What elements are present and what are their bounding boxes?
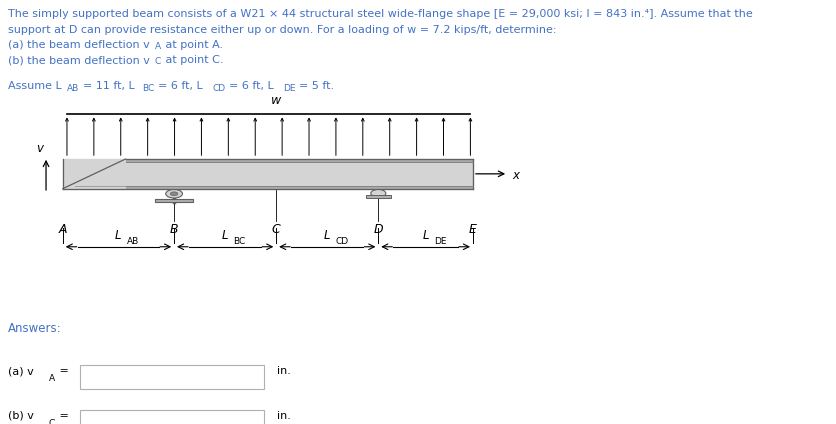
Text: DE: DE xyxy=(283,84,295,93)
Text: C: C xyxy=(272,223,280,237)
Text: support at D can provide resistance either up or down. For a loading of w = 7.2 : support at D can provide resistance eith… xyxy=(8,25,556,35)
Text: B: B xyxy=(170,223,178,237)
Text: BC: BC xyxy=(233,237,246,246)
Text: (b) the beam deflection v: (b) the beam deflection v xyxy=(8,55,150,65)
Text: at point C.: at point C. xyxy=(161,55,222,65)
Text: L: L xyxy=(115,229,121,242)
Text: = 11 ft, L: = 11 ft, L xyxy=(83,81,135,92)
Text: CD: CD xyxy=(335,237,349,246)
Text: (a) v: (a) v xyxy=(8,366,34,376)
Text: = 6 ft, L: = 6 ft, L xyxy=(158,81,202,92)
Text: L: L xyxy=(324,229,330,242)
Text: in.: in. xyxy=(269,410,290,421)
Text: Assume L: Assume L xyxy=(8,81,62,92)
Text: (a) the beam deflection v: (a) the beam deflection v xyxy=(8,40,150,50)
Text: =: = xyxy=(56,366,69,376)
Text: A: A xyxy=(154,42,161,51)
Text: = 6 ft, L: = 6 ft, L xyxy=(228,81,273,92)
Bar xyxy=(155,199,192,202)
Text: x: x xyxy=(512,169,518,181)
Text: Answers:: Answers: xyxy=(8,322,62,335)
Polygon shape xyxy=(63,159,125,189)
Circle shape xyxy=(170,192,177,195)
Circle shape xyxy=(370,190,385,197)
Text: CD: CD xyxy=(212,84,226,93)
Text: A: A xyxy=(59,223,67,237)
Text: D: D xyxy=(373,223,383,237)
Text: at point A.: at point A. xyxy=(161,40,222,50)
Bar xyxy=(79,365,263,389)
Text: w: w xyxy=(271,94,281,107)
Text: L: L xyxy=(222,229,228,242)
Text: L: L xyxy=(422,229,428,242)
Bar xyxy=(63,159,472,189)
Text: in.: in. xyxy=(269,366,290,376)
Text: AB: AB xyxy=(67,84,79,93)
Text: A: A xyxy=(48,374,54,383)
Text: v: v xyxy=(36,142,43,155)
Circle shape xyxy=(166,190,182,198)
Text: = 5 ft.: = 5 ft. xyxy=(298,81,334,92)
Bar xyxy=(79,410,263,424)
Text: (b) v: (b) v xyxy=(8,410,34,421)
Text: AB: AB xyxy=(127,237,139,246)
Text: E: E xyxy=(468,223,477,237)
Bar xyxy=(63,159,472,162)
Text: The simply supported beam consists of a W21 × 44 structural steel wide-flange sh: The simply supported beam consists of a … xyxy=(8,9,752,20)
Text: DE: DE xyxy=(433,237,446,246)
Text: =: = xyxy=(56,410,69,421)
Bar xyxy=(63,186,472,189)
Bar xyxy=(365,195,390,198)
Text: C: C xyxy=(48,418,54,424)
Text: BC: BC xyxy=(142,84,155,93)
Text: C: C xyxy=(154,57,161,66)
